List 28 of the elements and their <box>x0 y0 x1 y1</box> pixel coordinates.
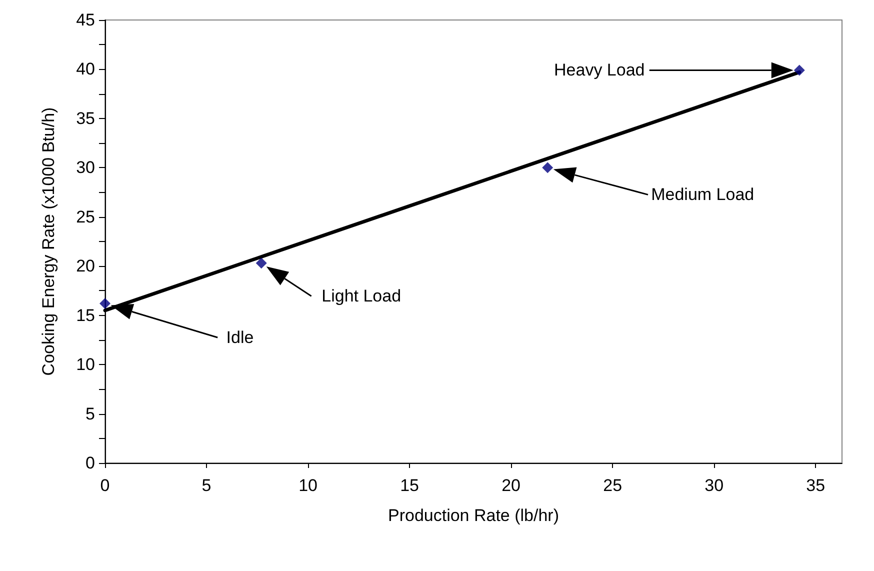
point <box>542 162 554 174</box>
x-tick-label: 15 <box>400 476 420 495</box>
point <box>100 298 110 310</box>
annotation: Idle <box>226 328 254 348</box>
x-tick-label: 5 <box>202 476 212 495</box>
y-tick-label: 40 <box>76 60 95 79</box>
y-tick-label: 35 <box>76 108 95 128</box>
annotation: Light Load <box>322 286 402 306</box>
x-tick-label: 25 <box>603 476 622 495</box>
y-tick-label: 25 <box>76 207 95 226</box>
x-tick-label: 30 <box>704 476 724 495</box>
x-tick-label: 0 <box>100 476 110 495</box>
y-tick-label: 45 <box>76 10 95 30</box>
x-tick-label: 10 <box>298 476 318 495</box>
y-axis-title: Cooking Energy Rate (x1000 Btu/h) <box>39 107 58 376</box>
point <box>794 64 805 76</box>
annotation: Medium Load <box>651 185 754 204</box>
y-tick-label: 15 <box>76 306 95 325</box>
y-tick-label: 0 <box>86 454 95 472</box>
x-tick-label: 20 <box>502 476 521 495</box>
y-tick-label: 30 <box>76 158 95 178</box>
x-tick-label: 35 <box>806 476 826 495</box>
point <box>256 258 267 269</box>
x-axis-title: Production Rate (lb/hr) <box>388 506 560 525</box>
annotation: Heavy Load <box>554 60 645 80</box>
y-tick-label: 5 <box>86 404 95 424</box>
y-tick-label: 20 <box>76 256 95 276</box>
y-tick-label: 10 <box>76 355 95 374</box>
